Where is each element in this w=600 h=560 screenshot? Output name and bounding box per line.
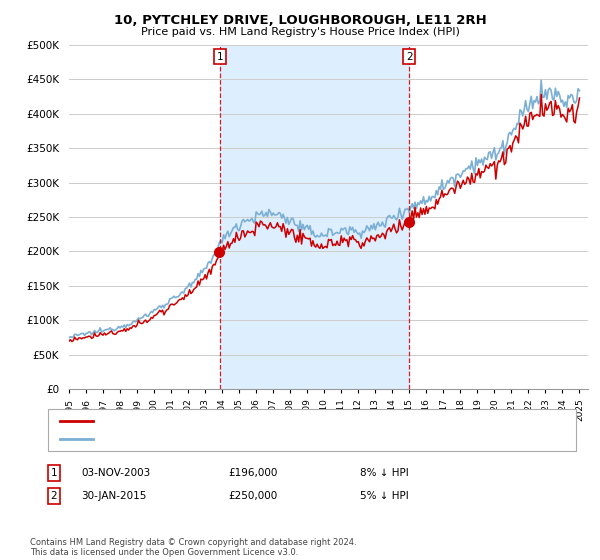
Bar [220, 45, 409, 389]
Text: £196,000: £196,000 [228, 468, 277, 478]
Text: HPI: Average price, detached house, Charnwood: HPI: Average price, detached house, Char… [99, 434, 340, 444]
Text: 2: 2 [50, 491, 58, 501]
Text: 30-JAN-2015: 30-JAN-2015 [81, 491, 146, 501]
Text: Price paid vs. HM Land Registry's House Price Index (HPI): Price paid vs. HM Land Registry's House … [140, 27, 460, 37]
Text: 1: 1 [217, 52, 223, 62]
Text: 03-NOV-2003: 03-NOV-2003 [81, 468, 150, 478]
Text: 10, PYTCHLEY DRIVE, LOUGHBOROUGH, LE11 2RH: 10, PYTCHLEY DRIVE, LOUGHBOROUGH, LE11 2… [113, 14, 487, 27]
Text: 1: 1 [50, 468, 58, 478]
Text: Contains HM Land Registry data © Crown copyright and database right 2024.
This d: Contains HM Land Registry data © Crown c… [30, 538, 356, 557]
Text: £250,000: £250,000 [228, 491, 277, 501]
Text: 5% ↓ HPI: 5% ↓ HPI [360, 491, 409, 501]
Text: 2: 2 [406, 52, 413, 62]
Text: 10, PYTCHLEY DRIVE, LOUGHBOROUGH, LE11 2RH (detached house): 10, PYTCHLEY DRIVE, LOUGHBOROUGH, LE11 2… [99, 416, 440, 426]
Text: 8% ↓ HPI: 8% ↓ HPI [360, 468, 409, 478]
